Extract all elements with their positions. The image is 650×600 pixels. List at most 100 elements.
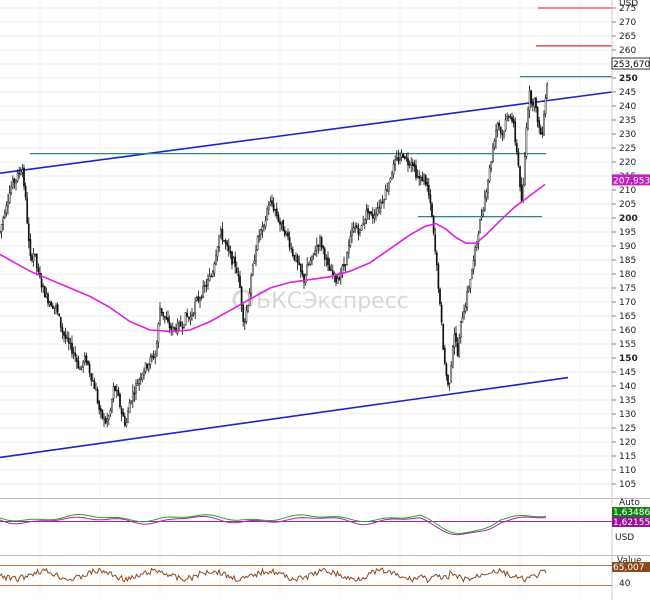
candle — [147, 363, 150, 373]
candle — [122, 408, 125, 417]
candle — [37, 263, 40, 276]
y-tick-label: 140 — [619, 382, 636, 392]
candle — [387, 181, 390, 196]
candle — [130, 400, 133, 405]
y-tick-label: 270 — [619, 18, 636, 28]
candle — [394, 155, 397, 171]
candle — [219, 226, 222, 239]
candle — [194, 297, 197, 320]
candle — [469, 278, 472, 294]
candle — [237, 267, 240, 283]
candle — [325, 254, 328, 267]
candle — [184, 312, 187, 326]
candle — [139, 372, 142, 385]
candle — [178, 320, 181, 330]
candle — [437, 262, 440, 293]
candle — [255, 244, 257, 267]
candle — [362, 215, 365, 226]
candle — [101, 409, 104, 420]
candle — [203, 281, 206, 293]
candle — [483, 189, 486, 213]
candle — [195, 295, 198, 302]
candle — [232, 255, 235, 264]
candle — [539, 124, 542, 135]
candle — [67, 331, 70, 351]
candle — [384, 184, 387, 201]
candle — [5, 201, 8, 217]
y-tick-label: 235 — [619, 116, 636, 126]
candle — [323, 246, 326, 267]
currency-label: USD — [619, 0, 638, 9]
candle — [18, 166, 21, 179]
candle — [26, 192, 29, 225]
candle — [538, 116, 541, 134]
candle — [107, 414, 110, 426]
candle — [275, 202, 278, 219]
candle — [507, 114, 510, 122]
candle — [56, 302, 59, 316]
candle — [386, 182, 389, 193]
candle — [103, 412, 105, 427]
candle — [543, 110, 545, 137]
candle — [34, 253, 37, 258]
candle — [371, 207, 374, 225]
candle — [251, 263, 254, 277]
candle — [8, 185, 11, 205]
candle — [231, 250, 233, 270]
y-tick-label: 120 — [619, 438, 636, 448]
candle — [47, 291, 49, 308]
candle — [455, 325, 457, 348]
candle — [373, 209, 376, 224]
candle — [111, 398, 113, 414]
candle — [307, 262, 310, 267]
candle — [458, 333, 461, 358]
candle — [3, 209, 6, 220]
candle — [480, 208, 483, 221]
candle — [261, 221, 264, 239]
candle — [344, 263, 347, 273]
candle — [242, 303, 245, 327]
candle — [245, 304, 248, 325]
y-tick-label: 275 — [619, 4, 636, 14]
candle — [451, 344, 454, 369]
candle — [247, 304, 249, 313]
candle — [280, 221, 283, 231]
candle — [519, 165, 521, 192]
candle — [79, 366, 81, 370]
oscillator-value-label-1: 1,634860 — [613, 508, 650, 518]
candle — [479, 218, 481, 234]
candle — [282, 219, 285, 232]
price-panel — [0, 7, 613, 459]
candle — [327, 251, 329, 271]
candle — [498, 120, 501, 131]
candle — [112, 382, 115, 403]
candle — [421, 171, 424, 182]
candle — [485, 188, 488, 203]
candle — [221, 222, 224, 245]
candle — [256, 235, 259, 252]
candle — [426, 177, 429, 192]
candle — [159, 302, 161, 326]
candle — [299, 263, 302, 279]
candle — [229, 245, 232, 259]
candle — [243, 318, 246, 330]
candle — [157, 322, 160, 349]
candle — [0, 223, 3, 239]
candle — [277, 211, 280, 223]
candle — [312, 253, 315, 260]
candle — [50, 300, 53, 307]
candle — [439, 287, 441, 307]
oscillator-value-badge-1 — [612, 507, 650, 517]
candle — [224, 238, 227, 250]
candle — [263, 223, 265, 232]
candle — [162, 311, 165, 320]
candle — [392, 159, 395, 179]
candle — [495, 124, 497, 149]
candle — [106, 412, 109, 428]
candle — [35, 253, 38, 276]
y-tick-label: 150 — [619, 354, 638, 364]
candle — [379, 199, 382, 215]
candle — [504, 113, 507, 132]
candle — [383, 198, 385, 209]
candle — [368, 211, 371, 221]
